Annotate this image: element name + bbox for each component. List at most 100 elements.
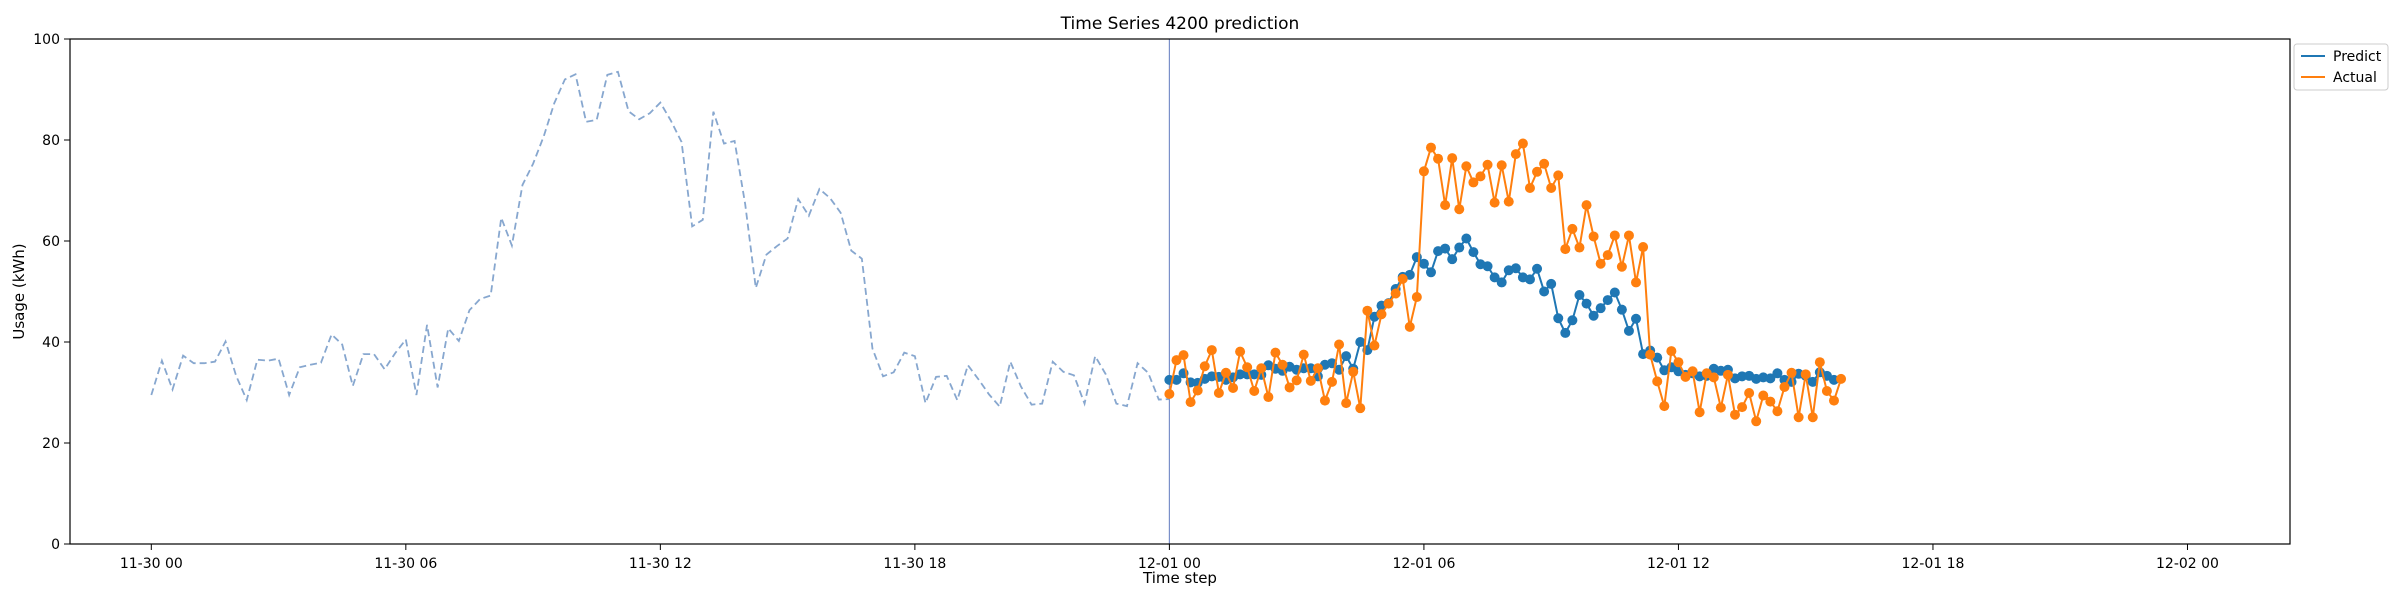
actual-point [1277, 359, 1288, 370]
actual-point [1192, 385, 1203, 396]
actual-point [1418, 166, 1429, 177]
actual-point [1821, 385, 1832, 396]
actual-point [1213, 388, 1224, 398]
actual-point [1694, 407, 1705, 418]
actual-point [1447, 153, 1458, 164]
x-tick-label: 12-01 18 [1901, 556, 1964, 572]
actual-point [1765, 396, 1776, 407]
actual-point [1758, 390, 1769, 401]
predict-point [1539, 286, 1550, 297]
actual-point [1489, 197, 1500, 208]
actual-point [1503, 196, 1514, 207]
actual-point [1341, 398, 1352, 409]
actual-point [1482, 159, 1493, 170]
actual-point [1397, 273, 1408, 284]
actual-point [1199, 361, 1210, 372]
actual-point [1440, 200, 1451, 211]
actual-point [1524, 182, 1535, 193]
actual-point [1616, 261, 1627, 272]
actual-point [1800, 369, 1811, 380]
actual-point [1645, 349, 1656, 360]
actual-point [1425, 142, 1436, 153]
legend-predict-label: Predict [2333, 49, 2382, 65]
predict-point [1510, 263, 1521, 274]
predict-point [1418, 258, 1429, 269]
actual-point [1652, 376, 1663, 387]
actual-point [1220, 367, 1231, 378]
predict-point [1772, 368, 1783, 379]
actual-point [1553, 170, 1564, 181]
actual-point [1468, 177, 1479, 188]
predict-series [1164, 233, 1839, 388]
y-tick-label: 100 [33, 32, 60, 48]
actual-point [1327, 376, 1338, 387]
x-tick-label: 11-30 18 [883, 556, 946, 572]
y-tick-label: 40 [42, 335, 60, 351]
predict-point [1489, 272, 1500, 283]
actual-point [1814, 357, 1825, 368]
predict-point [1440, 243, 1451, 254]
predict-point [1581, 298, 1592, 309]
actual-point [1298, 349, 1309, 360]
actual-point [1581, 200, 1592, 211]
predict-point [1468, 247, 1479, 258]
actual-point [1546, 182, 1557, 193]
legend-actual-label: Actual [2333, 70, 2377, 86]
actual-point [1270, 347, 1281, 358]
actual-point [1411, 292, 1422, 303]
y-tick-label: 80 [42, 133, 60, 149]
actual-point [1786, 367, 1797, 378]
actual-point [1567, 223, 1578, 234]
legend: Predict Actual [2293, 43, 2389, 91]
actual-point [1673, 357, 1684, 368]
actual-point [1228, 382, 1239, 393]
actual-point [1390, 288, 1401, 299]
predict-point [1524, 274, 1535, 285]
predict-point [1454, 242, 1465, 253]
actual-point [1730, 409, 1740, 420]
actual-point [1680, 371, 1691, 382]
y-tick-label: 60 [42, 234, 60, 250]
actual-point [1560, 244, 1571, 255]
predict-point [1171, 374, 1182, 385]
predict-point [1567, 315, 1578, 326]
predict-point [1560, 327, 1571, 338]
actual-point [1454, 204, 1465, 215]
predict-point [1609, 287, 1620, 298]
actual-point [1319, 395, 1330, 406]
actual-point [1828, 395, 1839, 406]
predict-point [1482, 261, 1493, 272]
actual-point [1334, 339, 1345, 350]
actual-point [1510, 149, 1521, 160]
actual-point [1362, 305, 1373, 316]
actual-point [1249, 385, 1260, 396]
x-tick-label: 11-30 12 [629, 556, 692, 572]
actual-point [1793, 412, 1804, 423]
predict-point [1595, 303, 1606, 314]
x-tick-label: 12-01 00 [1138, 556, 1201, 572]
x-axis: 11-30 00 11-30 06 11-30 12 11-30 18 12-01 00… [120, 544, 2219, 572]
predict-point [1616, 304, 1627, 315]
actual-point [1284, 382, 1295, 393]
actual-point [1376, 309, 1387, 320]
actual-point [1517, 138, 1528, 149]
predict-point [1496, 277, 1507, 288]
actual-point [1779, 381, 1790, 392]
actual-point [1496, 160, 1507, 171]
chart-title: Time Series 4200 prediction [1060, 14, 1300, 34]
actual-point [1722, 369, 1733, 380]
predict-point [1425, 267, 1436, 278]
predict-point [1574, 290, 1585, 301]
x-tick-label: 12-01 12 [1647, 556, 1710, 572]
predict-point [1235, 369, 1246, 380]
actual-point [1369, 340, 1380, 351]
actual-point [1539, 158, 1550, 169]
actual-point [1355, 403, 1366, 414]
predict-point [1553, 313, 1564, 324]
actual-point [1609, 230, 1620, 241]
actual-point [1666, 346, 1677, 357]
actual-point [1836, 373, 1847, 384]
predict-point [1341, 351, 1352, 362]
actual-point [1744, 388, 1755, 398]
actual-point [1164, 389, 1175, 400]
